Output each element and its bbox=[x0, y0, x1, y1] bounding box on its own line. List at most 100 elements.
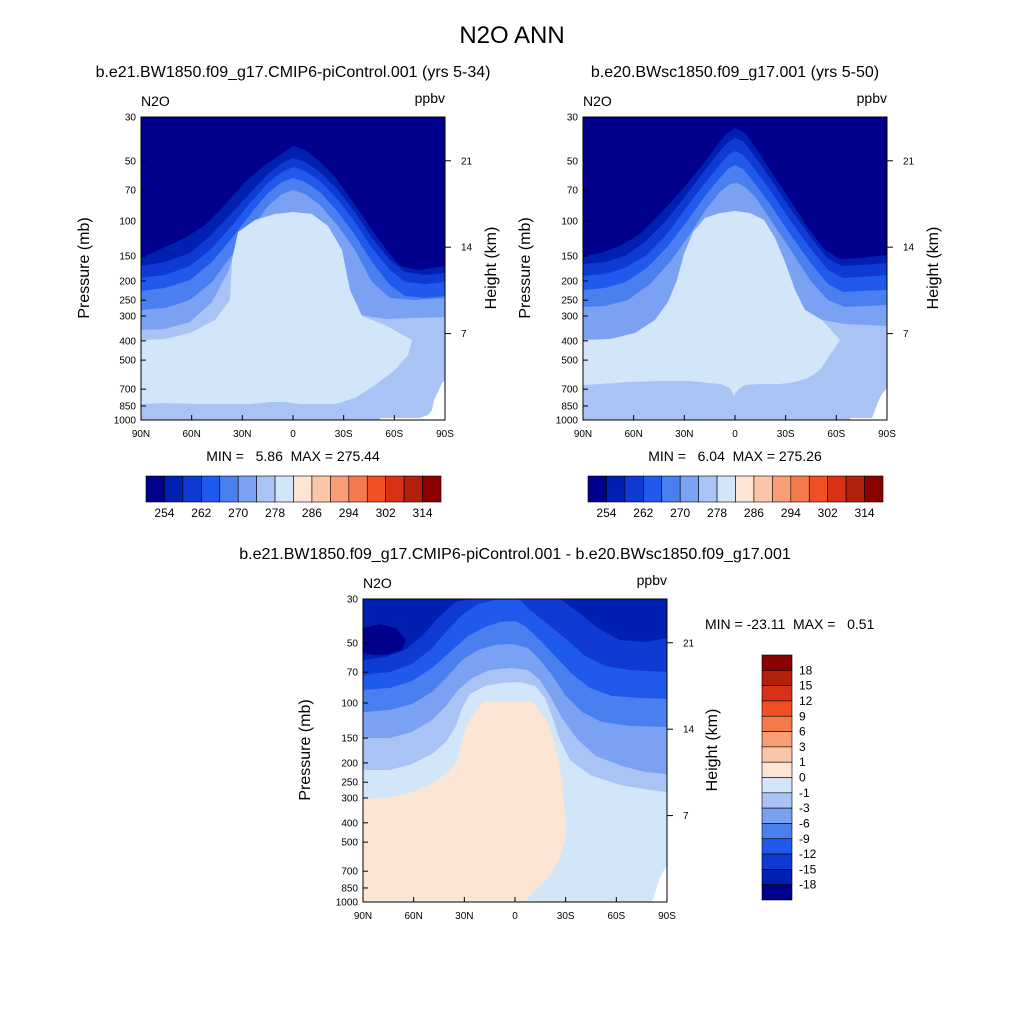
height-tick-label: 21 bbox=[683, 638, 695, 649]
y-tick-label: 400 bbox=[119, 336, 136, 347]
colorbar-swatch bbox=[761, 670, 793, 686]
colorbar-swatch bbox=[761, 823, 793, 840]
panel-left-ylabel: Pressure (mb) bbox=[76, 217, 93, 318]
x-tick-label: 0 bbox=[732, 429, 738, 440]
colorbar-swatch bbox=[624, 475, 644, 503]
colorbar-swatch bbox=[761, 838, 793, 855]
colorbar-tick-label: 0 bbox=[799, 771, 806, 785]
colorbar-tick-label: 12 bbox=[799, 694, 813, 708]
y-tick-label: 500 bbox=[119, 356, 136, 367]
y-tick-label: 850 bbox=[561, 401, 578, 412]
colorbar-swatch bbox=[845, 475, 865, 503]
panel-right-title: b.e20.BWsc1850.f09_g17.001 (yrs 5-50) bbox=[591, 64, 879, 81]
x-tick-label: 0 bbox=[290, 429, 296, 440]
y-tick-label: 150 bbox=[341, 734, 358, 745]
y-tick-label: 300 bbox=[341, 793, 358, 804]
panel-left-minmax: MIN = 5.86 MAX = 275.44 bbox=[206, 448, 380, 464]
colorbar-swatch bbox=[219, 475, 239, 503]
colorbar-tick-label: 3 bbox=[799, 740, 806, 754]
y-tick-label: 500 bbox=[561, 356, 578, 367]
colorbar-swatch bbox=[698, 475, 718, 503]
colorbar-tick-label: 286 bbox=[744, 506, 764, 520]
panel-left-title: b.e21.BW1850.f09_g17.CMIP6-piControl.001… bbox=[96, 64, 491, 81]
figure-title: N2O ANN bbox=[459, 22, 564, 49]
y-tick-label: 1000 bbox=[556, 416, 579, 427]
y-tick-label: 250 bbox=[119, 296, 136, 307]
y-tick-label: 100 bbox=[341, 699, 358, 710]
panel-right: b.e20.BWsc1850.f09_g17.001 (yrs 5-50) N2… bbox=[517, 64, 942, 520]
y-tick-label: 250 bbox=[561, 296, 578, 307]
y-tick-label: 500 bbox=[341, 838, 358, 849]
colorbar-tick-label: 314 bbox=[413, 506, 433, 520]
x-tick-label: 60S bbox=[607, 911, 625, 922]
colorbar-swatch bbox=[256, 475, 276, 503]
height-tick-label: 21 bbox=[903, 156, 915, 167]
colorbar-tick-label: 1 bbox=[799, 755, 806, 769]
colorbar-swatch bbox=[761, 731, 793, 748]
x-tick-label: 90S bbox=[658, 911, 676, 922]
x-tick-label: 30N bbox=[233, 429, 251, 440]
colorbar-tick-label: 254 bbox=[596, 506, 616, 520]
colorbar-tick-label: 270 bbox=[670, 506, 690, 520]
colorbar-tick-label: 9 bbox=[799, 709, 806, 723]
colorbar-swatch bbox=[366, 475, 386, 503]
panel-right-contour-field bbox=[583, 117, 887, 420]
panel-left-axes: 90N 60N 30N 0 30S 60S 90S 30 50 70 100 150 200 250 300… bbox=[114, 113, 473, 441]
panel-diff-ylabel: Pressure (mb) bbox=[297, 699, 314, 800]
y-tick-label: 100 bbox=[119, 217, 136, 228]
x-tick-label: 30S bbox=[557, 911, 575, 922]
height-tick-label: 14 bbox=[903, 243, 915, 254]
y-tick-label: 1000 bbox=[336, 898, 359, 909]
colorbar-tick-label: 18 bbox=[799, 663, 813, 677]
panel-right-ylabel: Pressure (mb) bbox=[517, 217, 534, 318]
colorbar-swatch bbox=[311, 475, 331, 503]
x-tick-label: 30N bbox=[455, 911, 473, 922]
y-tick-label: 100 bbox=[561, 217, 578, 228]
contour-minus18-dark bbox=[363, 624, 406, 655]
panel-left-variable: N2O bbox=[141, 93, 170, 109]
colorbar-swatch bbox=[182, 475, 202, 503]
missing-terrain bbox=[380, 380, 445, 420]
colorbar-swatch bbox=[716, 475, 736, 503]
height-tick-label: 14 bbox=[683, 725, 695, 736]
colorbar-tick-label: 270 bbox=[228, 506, 248, 520]
panel-diff-contour-field bbox=[363, 599, 667, 902]
y-tick-label: 700 bbox=[341, 867, 358, 878]
panel-right-units: ppbv bbox=[857, 90, 887, 106]
colorbar-swatch bbox=[761, 807, 793, 824]
colorbar-swatch bbox=[164, 475, 184, 503]
y-tick-label: 250 bbox=[341, 778, 358, 789]
height-tick-label: 21 bbox=[461, 156, 473, 167]
y-tick-label: 70 bbox=[567, 186, 579, 197]
colorbar-swatch bbox=[761, 884, 793, 901]
y-tick-label: 150 bbox=[561, 252, 578, 263]
colorbar-tick-label: 302 bbox=[376, 506, 396, 520]
x-tick-label: 0 bbox=[512, 911, 518, 922]
panel-left-ylabel-right: Height (km) bbox=[483, 227, 500, 310]
y-tick-label: 70 bbox=[125, 186, 137, 197]
colorbar-tick-label: 262 bbox=[191, 506, 211, 520]
x-tick-label: 30S bbox=[777, 429, 795, 440]
colorbar-tick-label: 278 bbox=[707, 506, 727, 520]
x-tick-label: 90N bbox=[574, 429, 592, 440]
colorbar-tick-label: 294 bbox=[781, 506, 801, 520]
colorbar-swatch bbox=[761, 685, 793, 702]
panel-left-contour-field bbox=[141, 117, 445, 420]
colorbar-tick-label: 262 bbox=[633, 506, 653, 520]
colorbar-tick-label: -1 bbox=[799, 786, 810, 800]
panel-diff-variable: N2O bbox=[363, 575, 392, 591]
y-tick-label: 300 bbox=[119, 311, 136, 322]
colorbar-swatch bbox=[643, 475, 663, 503]
colorbar-swatch bbox=[403, 475, 423, 503]
colorbar-swatch bbox=[679, 475, 699, 503]
panel-left-units: ppbv bbox=[415, 90, 445, 106]
panel-right-minmax: MIN = 6.04 MAX = 275.26 bbox=[648, 448, 822, 464]
colorbar-tick-label: 254 bbox=[154, 506, 174, 520]
colorbar-swatch bbox=[274, 475, 294, 503]
colorbar-swatch bbox=[864, 475, 884, 503]
colorbar-swatch bbox=[293, 475, 313, 503]
panel-diff-units: ppbv bbox=[637, 572, 667, 588]
colorbar-swatch bbox=[201, 475, 221, 503]
